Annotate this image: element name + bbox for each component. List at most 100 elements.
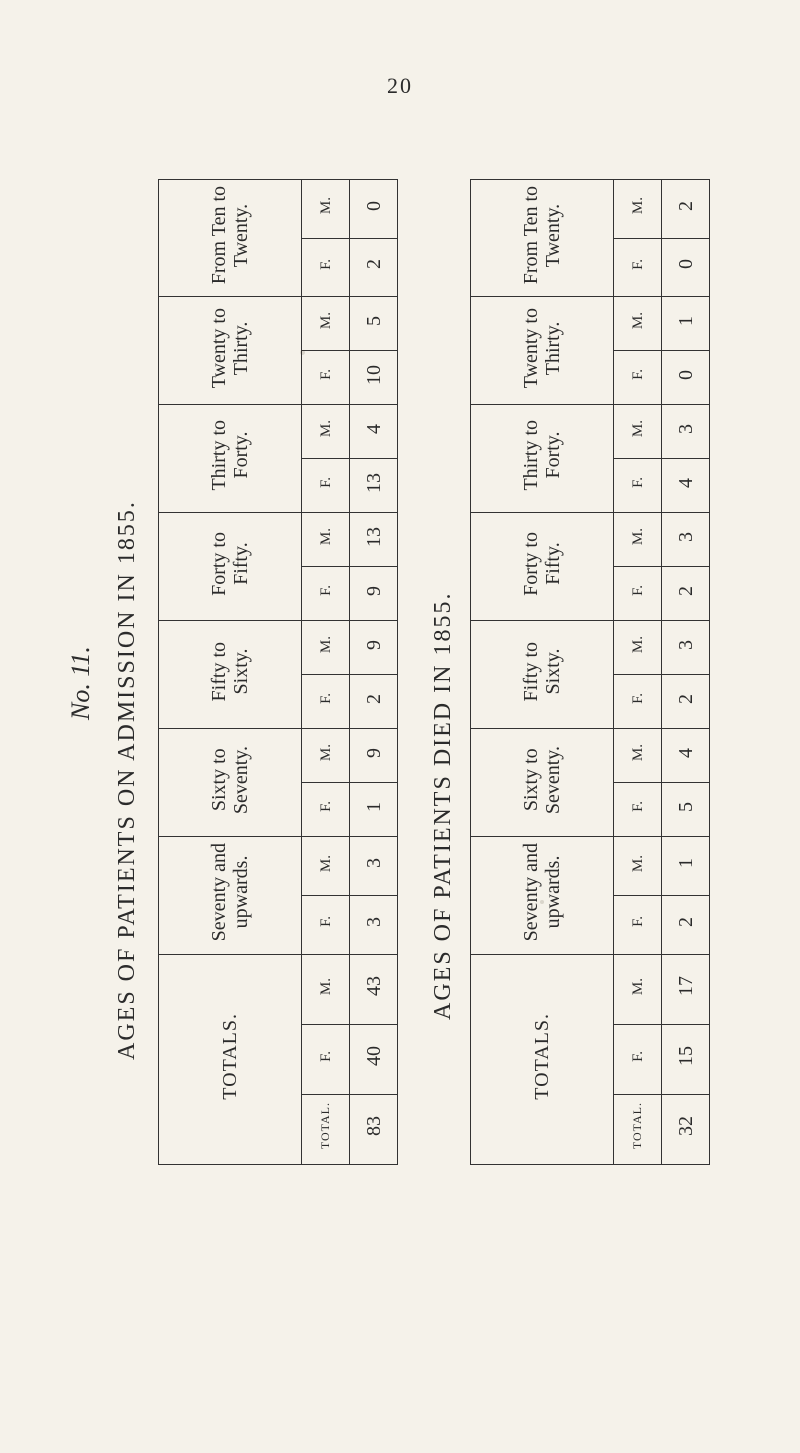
table-row: Forty toFifty.M.3 <box>471 513 710 567</box>
row-label-line2: Sixty. <box>230 649 252 695</box>
row-label: Twenty toThirty. <box>471 297 614 405</box>
value-cell: 83 <box>350 1094 398 1164</box>
m-label: M. <box>630 191 647 220</box>
table-row: Fifty toSixty.M.9 <box>159 621 398 675</box>
f-label: F. <box>630 910 647 933</box>
f-label: F. <box>630 253 647 276</box>
value-cell: 1 <box>662 297 710 351</box>
value-cell: 9 <box>350 567 398 621</box>
m-value: 3 <box>675 526 697 548</box>
f-label: F. <box>318 579 335 602</box>
value-cell: 1 <box>350 783 398 837</box>
value-cell: 0 <box>662 351 710 405</box>
f-value: 4 <box>675 472 697 494</box>
f-label: F. <box>318 910 335 933</box>
row-label-line1: Sixty to <box>520 748 542 811</box>
mf-cell: F. <box>614 459 662 513</box>
m-label: M. <box>630 522 647 551</box>
row-label: Forty toFifty. <box>471 513 614 621</box>
title-died: AGES OF PATIENTS DIED IN 1855. <box>430 592 457 1020</box>
row-label: Sixty toSeventy. <box>159 729 302 837</box>
mf-cell: F. <box>302 238 350 297</box>
mf-cell: F. <box>614 783 662 837</box>
f-value: 2 <box>363 253 385 275</box>
f-value: 10 <box>363 359 385 391</box>
mf-cell: M. <box>302 180 350 239</box>
mf-cell: F. <box>614 895 662 954</box>
row-label-line1: Seventy and <box>208 843 230 941</box>
m-label: M. <box>318 630 335 659</box>
m-label: M. <box>630 630 647 659</box>
m-value: 9 <box>363 634 385 656</box>
mf-cell: M. <box>302 405 350 459</box>
value-cell: 2 <box>662 180 710 239</box>
grand-total-value: 83 <box>363 1110 385 1142</box>
mf-cell: M. <box>302 297 350 351</box>
row-label-line2: upwards. <box>542 856 564 929</box>
value-cell: 0 <box>350 180 398 239</box>
row-label-line1: Thirty to <box>208 420 230 491</box>
table-row: Sixty toSeventy.M.4 <box>471 729 710 783</box>
value-cell: 40 <box>350 1024 398 1094</box>
value-cell: 3 <box>350 837 398 896</box>
total-label: TOTAL. <box>319 1096 332 1155</box>
f-label: F. <box>318 795 335 818</box>
row-label: Seventy andupwards. <box>159 837 302 954</box>
value-cell: 4 <box>662 729 710 783</box>
mf-cell: F. <box>302 895 350 954</box>
table-row: Forty toFifty.M.13 <box>159 513 398 567</box>
table-number-label: No. 11. <box>66 646 96 720</box>
m-value: 3 <box>363 852 385 874</box>
value-cell: 1 <box>662 837 710 896</box>
mf-cell: M. <box>302 837 350 896</box>
value-cell: 2 <box>350 238 398 297</box>
totals-label: TOTALS. <box>159 954 302 1164</box>
m-label: M. <box>318 522 335 551</box>
m-label: M. <box>318 191 335 220</box>
row-label: Sixty toSeventy. <box>471 729 614 837</box>
value-cell: 17 <box>662 954 710 1024</box>
died-table: From Ten toTwenty.M.2F.0Twenty toThirty.… <box>470 179 710 1165</box>
value-cell: 0 <box>662 238 710 297</box>
value-cell: 4 <box>662 459 710 513</box>
table-row: Sixty toSeventy.M.9 <box>159 729 398 783</box>
value-cell: 15 <box>662 1024 710 1094</box>
row-label-line2: Fifty. <box>230 542 252 585</box>
f-value: 0 <box>675 253 697 275</box>
value-cell: 13 <box>350 513 398 567</box>
total-label: TOTAL. <box>631 1096 644 1155</box>
row-label-line1: From Ten to <box>520 186 542 284</box>
mf-cell: TOTAL. <box>614 1094 662 1164</box>
row-label-line2: Forty. <box>542 432 564 479</box>
row-label-line1: Sixty to <box>208 748 230 811</box>
row-label-line2: Seventy. <box>230 746 252 814</box>
mf-cell: M. <box>302 513 350 567</box>
table-row: Seventy andupwards.M.3 <box>159 837 398 896</box>
row-label-line1: Twenty to <box>520 308 542 388</box>
table-row: Twenty toThirty.M.5 <box>159 297 398 351</box>
m-value: 4 <box>363 418 385 440</box>
m-value: 2 <box>675 195 697 217</box>
f-label: F. <box>630 1045 647 1068</box>
f-label: F. <box>630 687 647 710</box>
f-label: F. <box>318 471 335 494</box>
total-f-value: 40 <box>363 1040 385 1072</box>
table-row: From Ten toTwenty.M.2 <box>471 180 710 239</box>
mf-cell: F. <box>302 459 350 513</box>
m-value: 0 <box>363 195 385 217</box>
totals-row: TOTALS.M.17 <box>471 954 710 1024</box>
total-f-value: 15 <box>675 1040 697 1072</box>
row-label: Twenty toThirty. <box>159 297 302 405</box>
mf-cell: M. <box>614 405 662 459</box>
mf-cell: F. <box>302 675 350 729</box>
f-label: F. <box>630 795 647 818</box>
mf-cell: M. <box>302 621 350 675</box>
mf-cell: F. <box>614 351 662 405</box>
mf-cell: F. <box>614 238 662 297</box>
m-label: M. <box>630 306 647 335</box>
row-label-line2: Forty. <box>230 432 252 479</box>
totals-row: TOTALS.M.43 <box>159 954 398 1024</box>
m-value: 4 <box>675 742 697 764</box>
f-label: F. <box>318 1045 335 1068</box>
row-label-line2: Thirty. <box>230 321 252 375</box>
